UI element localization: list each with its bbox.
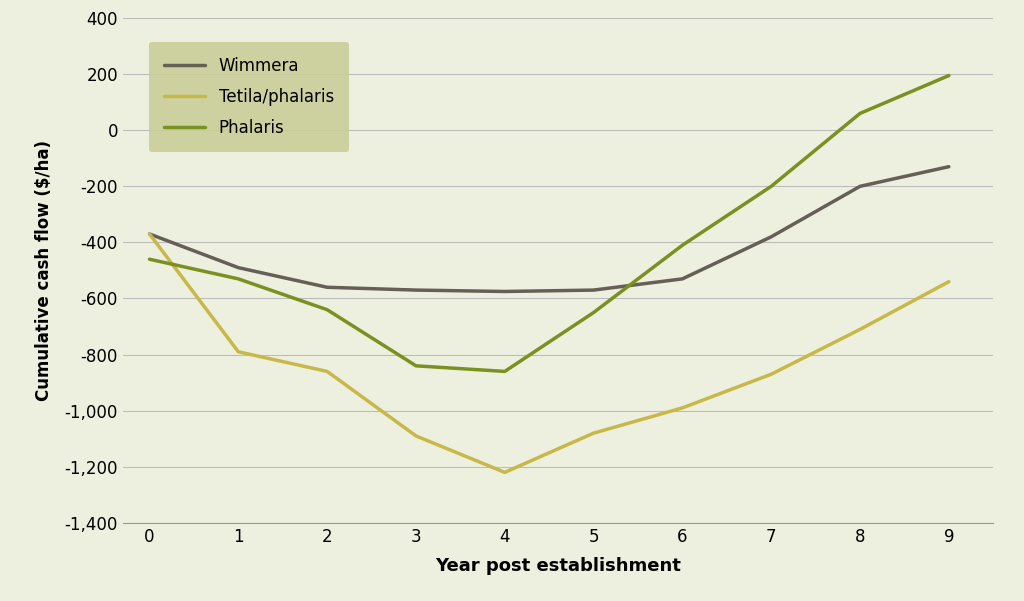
Tetila/phalaris <box>765 371 777 378</box>
Phalaris <box>232 275 245 282</box>
Wimmera <box>943 163 955 170</box>
Wimmera <box>410 287 422 294</box>
Wimmera <box>588 287 600 294</box>
Tetila/phalaris <box>676 404 688 412</box>
Phalaris <box>588 309 600 316</box>
Legend: Wimmera, Tetila/phalaris, Phalaris: Wimmera, Tetila/phalaris, Phalaris <box>148 41 349 152</box>
Phalaris <box>499 368 511 375</box>
Phalaris <box>321 306 333 313</box>
Wimmera <box>499 288 511 295</box>
Phalaris <box>410 362 422 370</box>
Phalaris <box>143 255 156 263</box>
Wimmera <box>321 284 333 291</box>
Wimmera <box>232 264 245 271</box>
X-axis label: Year post establishment: Year post establishment <box>435 557 681 575</box>
Tetila/phalaris <box>499 469 511 476</box>
Tetila/phalaris <box>943 278 955 285</box>
Tetila/phalaris <box>410 432 422 439</box>
Y-axis label: Cumulative cash flow ($/ha): Cumulative cash flow ($/ha) <box>36 140 53 401</box>
Phalaris <box>765 183 777 190</box>
Tetila/phalaris <box>854 326 866 333</box>
Wimmera <box>765 233 777 240</box>
Wimmera <box>143 230 156 237</box>
Line: Tetila/phalaris: Tetila/phalaris <box>150 234 949 472</box>
Tetila/phalaris <box>588 430 600 437</box>
Phalaris <box>854 110 866 117</box>
Phalaris <box>676 242 688 249</box>
Line: Wimmera: Wimmera <box>150 166 949 291</box>
Tetila/phalaris <box>232 348 245 355</box>
Line: Phalaris: Phalaris <box>150 76 949 371</box>
Tetila/phalaris <box>143 230 156 237</box>
Wimmera <box>854 183 866 190</box>
Tetila/phalaris <box>321 368 333 375</box>
Wimmera <box>676 275 688 282</box>
Phalaris <box>943 72 955 79</box>
